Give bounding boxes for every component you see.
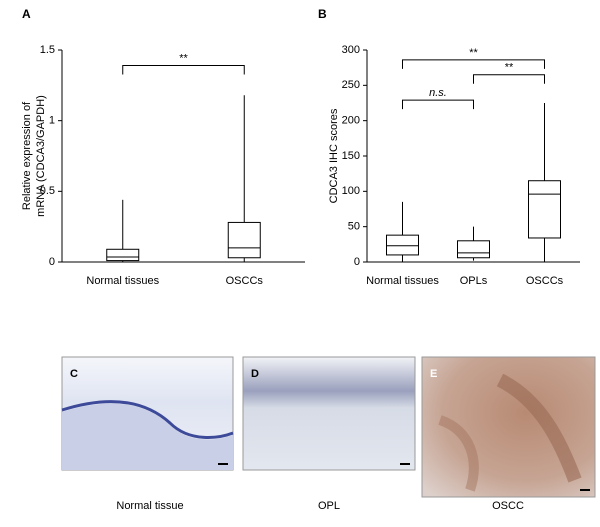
- x-tick-label: Normal tissues: [366, 275, 439, 287]
- y-axis-label: Relative expression of: [21, 101, 33, 210]
- significance-label: **: [505, 62, 514, 74]
- image-opl: [242, 356, 416, 471]
- panel-label: C: [70, 368, 78, 380]
- significance-bracket: [402, 59, 545, 69]
- y-tick-label: 1.5: [40, 44, 55, 56]
- y-tick-label: 100: [342, 185, 360, 197]
- tumor-nest: [438, 415, 479, 492]
- x-tick-label: OPLs: [460, 275, 488, 287]
- x-tick-label: OSCCs: [226, 275, 264, 287]
- box: [528, 180, 561, 239]
- y-tick-label: 300: [342, 44, 360, 56]
- y-axis-label: CDCA3 IHC scores: [328, 108, 340, 203]
- caption: OSCC: [492, 500, 524, 512]
- tissue: [62, 403, 233, 470]
- significance-label: **: [469, 47, 478, 59]
- tumor-nest: [496, 373, 582, 483]
- significance-label: **: [179, 52, 188, 64]
- panel-label: D: [251, 368, 259, 380]
- significance-bracket: [473, 74, 545, 84]
- caption: Normal tissue: [116, 500, 183, 512]
- y-tick-label: 150: [342, 150, 360, 162]
- box: [227, 221, 261, 259]
- significance-label: n.s.: [429, 87, 447, 99]
- y-axis-label: mRNA (CDCA3/GAPDH): [35, 95, 47, 217]
- y-tick-label: 200: [342, 115, 360, 127]
- y-tick-label: 250: [342, 79, 360, 91]
- y-tick-label: 0: [354, 256, 360, 268]
- x-tick-label: OSCCs: [526, 275, 564, 287]
- y-tick-label: 1: [49, 115, 55, 127]
- x-tick-label: Normal tissues: [86, 275, 159, 287]
- significance-bracket: [122, 65, 245, 75]
- epithelium: [61, 400, 234, 439]
- histology-images: C D E Normal tissue OPL OSCC: [61, 356, 596, 512]
- box: [386, 234, 419, 256]
- panel-label: E: [430, 368, 437, 380]
- significance-bracket: [402, 99, 474, 110]
- y-tick-label: 0: [49, 256, 55, 268]
- panel-label: A: [22, 7, 31, 21]
- caption: OPL: [318, 500, 340, 512]
- box: [106, 248, 140, 262]
- panel-label: B: [318, 7, 327, 21]
- box: [457, 240, 490, 259]
- y-tick-label: 0.5: [40, 185, 55, 197]
- y-tick-label: 50: [348, 221, 360, 233]
